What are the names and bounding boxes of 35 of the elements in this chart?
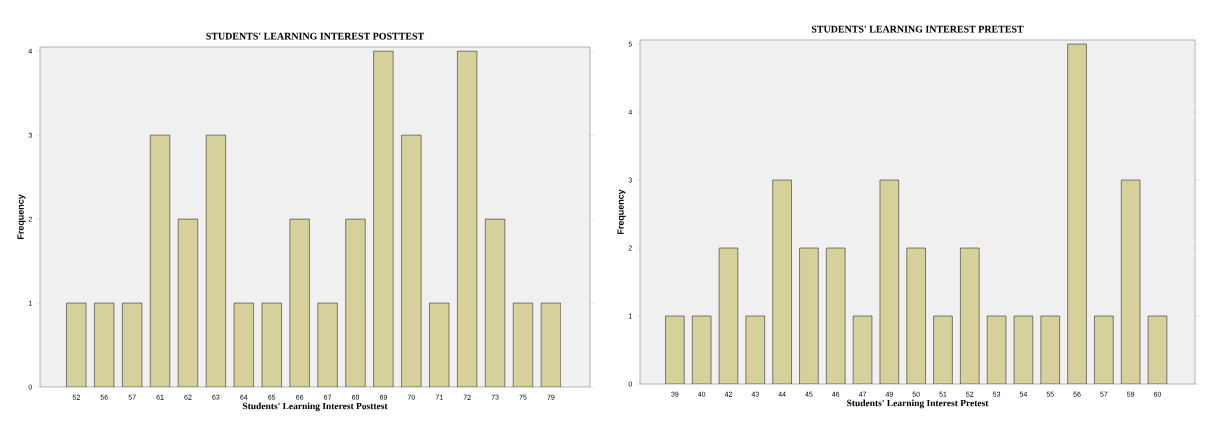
bar xyxy=(772,180,792,384)
bar xyxy=(206,135,226,387)
bar xyxy=(401,135,422,387)
bar xyxy=(1121,180,1141,384)
y-axis-title: Frequency xyxy=(17,194,26,240)
bar xyxy=(540,302,561,387)
bar xyxy=(665,316,685,384)
bar xyxy=(150,135,170,387)
bar xyxy=(1094,316,1114,384)
bar xyxy=(373,51,394,387)
bar xyxy=(960,248,980,384)
bar xyxy=(261,303,282,387)
bar xyxy=(122,303,142,387)
bar xyxy=(1067,44,1087,384)
bar xyxy=(178,219,198,387)
bar xyxy=(457,51,477,387)
chart-title: STUDENTS' LEARNING INTEREST PRETEST xyxy=(811,25,1024,33)
bar xyxy=(94,303,114,387)
bar xyxy=(1040,316,1060,384)
bar xyxy=(906,248,926,384)
bar xyxy=(879,180,899,384)
chart-title: STUDENTS' LEARNING INTEREST POSTTEST xyxy=(206,32,425,40)
x-axis-title: Students' Learning Interest Pretest xyxy=(847,399,989,409)
bar xyxy=(289,219,310,387)
bar xyxy=(317,303,338,387)
bar xyxy=(345,219,366,387)
bar xyxy=(933,316,953,384)
bar xyxy=(234,303,254,387)
bar xyxy=(485,219,505,387)
y-axis-title: Frequency xyxy=(617,189,626,235)
bar xyxy=(513,303,533,387)
bar xyxy=(429,303,450,387)
bar xyxy=(799,248,819,384)
bar xyxy=(66,303,87,387)
x-axis-title: Students' Learning Interest Posttest xyxy=(242,402,388,412)
